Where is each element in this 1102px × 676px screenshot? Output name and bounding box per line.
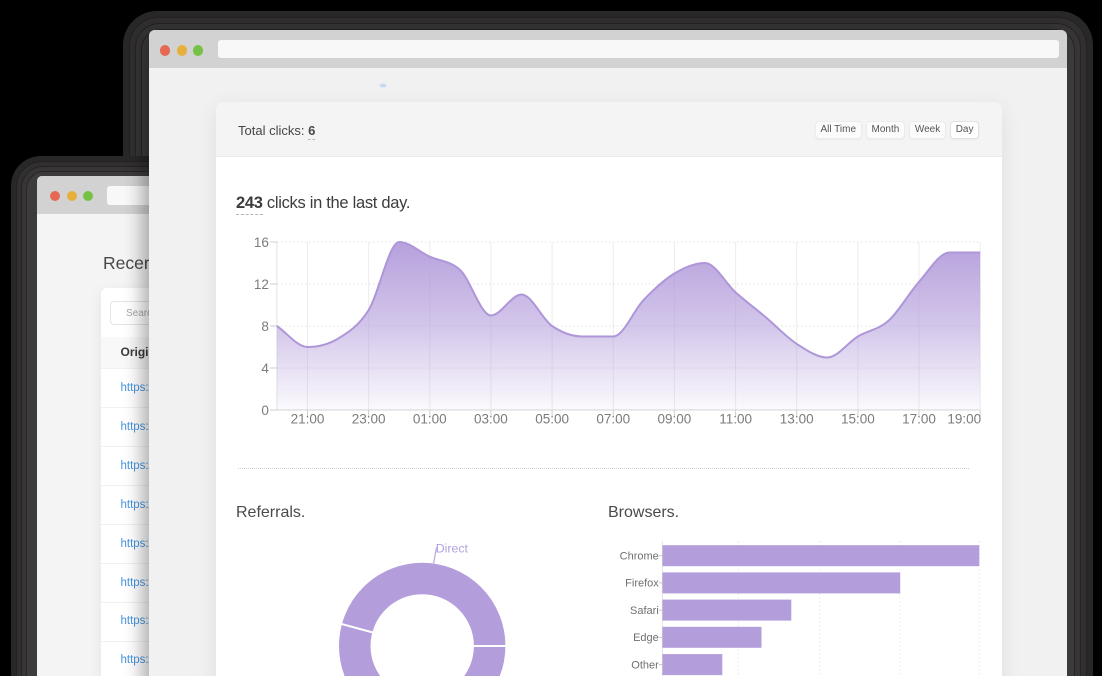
svg-text:21:00: 21:00 [291, 412, 325, 427]
svg-text:16: 16 [254, 235, 269, 250]
svg-text:Edge: Edge [633, 632, 659, 644]
svg-text:07:00: 07:00 [596, 412, 630, 427]
svg-text:15:00: 15:00 [841, 412, 875, 427]
svg-text:17:00: 17:00 [902, 412, 936, 427]
svg-text:12: 12 [254, 277, 269, 292]
svg-text:Other: Other [631, 659, 659, 671]
svg-text:01:00: 01:00 [413, 412, 447, 427]
svg-text:23:00: 23:00 [352, 412, 386, 427]
svg-text:0: 0 [261, 403, 269, 418]
svg-text:03:00: 03:00 [474, 412, 508, 427]
svg-text:Chrome: Chrome [620, 550, 659, 562]
svg-text:Safari: Safari [630, 605, 659, 617]
svg-text:Firefox: Firefox [625, 578, 659, 590]
svg-text:09:00: 09:00 [658, 412, 692, 427]
svg-text:05:00: 05:00 [535, 412, 569, 427]
svg-text:11:00: 11:00 [719, 412, 752, 427]
svg-text:8: 8 [261, 319, 269, 334]
svg-text:13:00: 13:00 [780, 412, 814, 427]
svg-text:Direct: Direct [436, 542, 469, 556]
svg-text:19:00: 19:00 [947, 412, 981, 427]
svg-text:4: 4 [261, 361, 269, 376]
